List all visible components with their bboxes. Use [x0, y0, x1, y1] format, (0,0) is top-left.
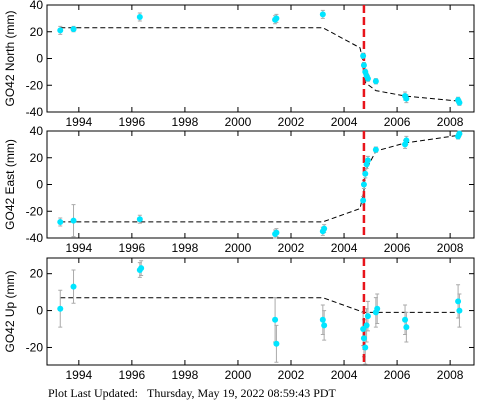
data-point	[372, 146, 379, 153]
footer-label: Plot Last Updated:	[48, 386, 138, 400]
y-tick-label: 40	[30, 124, 44, 138]
data-point	[456, 99, 463, 106]
x-tick-label: 1998	[172, 115, 199, 129]
footer-value: Thursday, May 19, 2022 08:59:43 PDT	[147, 386, 337, 400]
data-point	[319, 316, 326, 323]
x-tick-label: 2000	[225, 241, 252, 255]
data-point	[360, 52, 367, 59]
data-point	[403, 137, 410, 144]
data-point	[319, 11, 326, 18]
x-tick-label: 2000	[225, 368, 252, 382]
data-point	[456, 130, 463, 137]
x-tick-label: 2008	[437, 241, 464, 255]
data-point	[402, 316, 409, 323]
x-tick-label: 2002	[278, 115, 305, 129]
data-point	[70, 283, 77, 290]
x-tick-label: 2006	[384, 115, 411, 129]
data-point	[374, 305, 381, 312]
data-point	[455, 298, 462, 305]
data-point	[360, 62, 367, 69]
x-tick-label: 2004	[331, 241, 358, 255]
data-point	[273, 15, 280, 22]
y-axis-label: GO42 Up (mm)	[3, 270, 17, 352]
x-tick-label: 2002	[278, 241, 305, 255]
x-tick-label: 2002	[278, 368, 305, 382]
x-tick-label: 2000	[225, 115, 252, 129]
data-point	[403, 324, 410, 331]
x-tick-label: 1998	[172, 241, 199, 255]
data-point	[136, 216, 143, 223]
plot-frame	[46, 257, 475, 366]
y-axis-label: GO42 North (mm)	[3, 10, 17, 106]
model-line	[60, 27, 461, 102]
y-axis-label: GO42 East (mm)	[3, 139, 17, 230]
data-point	[364, 75, 371, 82]
data-point	[138, 265, 145, 272]
data-point	[136, 14, 143, 21]
y-tick-label: 0	[36, 304, 43, 318]
data-point	[273, 340, 280, 347]
x-tick-label: 1994	[65, 368, 92, 382]
y-tick-label: 20	[30, 25, 44, 39]
data-point	[360, 335, 367, 342]
y-tick-label: -20	[26, 78, 44, 92]
data-point	[321, 322, 328, 329]
x-tick-label: 1996	[119, 241, 146, 255]
y-tick-label: -40	[26, 105, 44, 119]
y-tick-label: 0	[36, 52, 43, 66]
y-tick-label: 0	[36, 178, 43, 192]
x-tick-label: 1994	[65, 241, 92, 255]
x-tick-label: 1998	[172, 368, 199, 382]
data-point	[372, 78, 379, 85]
x-tick-label: 2008	[437, 115, 464, 129]
data-point	[360, 181, 367, 188]
data-point	[364, 313, 371, 320]
model-line	[60, 134, 461, 223]
data-point	[456, 307, 463, 314]
data-point	[57, 27, 64, 34]
data-point	[70, 217, 77, 224]
y-tick-label: -20	[26, 340, 44, 354]
data-point	[363, 322, 370, 329]
data-point	[57, 218, 64, 225]
x-tick-label: 2008	[437, 368, 464, 382]
x-tick-label: 2006	[384, 241, 411, 255]
data-point	[321, 225, 328, 232]
data-point	[57, 305, 64, 312]
x-tick-label: 2004	[331, 115, 358, 129]
data-point	[272, 316, 279, 323]
x-tick-label: 1994	[65, 115, 92, 129]
x-tick-label: 2006	[384, 368, 411, 382]
y-tick-label: 20	[30, 267, 44, 281]
y-tick-label: -40	[26, 231, 44, 245]
plot-frame	[46, 4, 475, 113]
y-tick-label: 40	[30, 0, 44, 12]
data-point	[360, 197, 367, 204]
data-point	[273, 229, 280, 236]
model-line	[60, 297, 461, 313]
data-point	[362, 344, 369, 351]
data-point	[364, 157, 371, 164]
data-point	[403, 95, 410, 102]
y-tick-label: -20	[26, 204, 44, 218]
y-tick-label: 20	[30, 151, 44, 165]
x-tick-label: 1996	[119, 115, 146, 129]
x-tick-label: 2004	[331, 368, 358, 382]
data-point	[70, 26, 77, 33]
x-tick-label: 1996	[119, 368, 146, 382]
data-point	[362, 170, 369, 177]
